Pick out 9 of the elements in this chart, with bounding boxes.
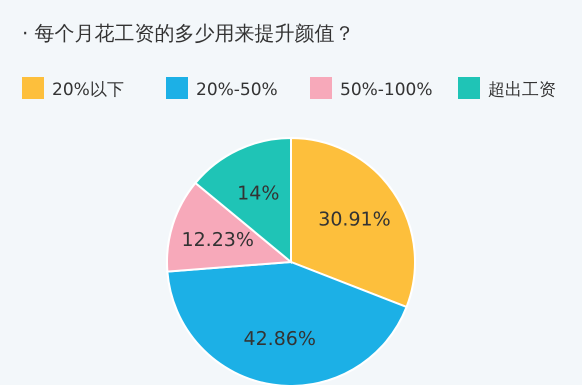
chart-title: · 每个月花工资的多少用来提升颜值？ — [22, 21, 355, 45]
data-label: 30.91% — [318, 208, 391, 231]
legend-label: 20%-50% — [196, 80, 278, 100]
legend-label: 50%-100% — [340, 80, 433, 100]
data-label: 14% — [237, 182, 280, 204]
data-label: 12.23% — [181, 228, 254, 251]
legend-label: 20%以下 — [52, 80, 124, 100]
data-label: 42.86% — [244, 328, 316, 350]
legend-label: 超出工资 — [488, 80, 556, 100]
